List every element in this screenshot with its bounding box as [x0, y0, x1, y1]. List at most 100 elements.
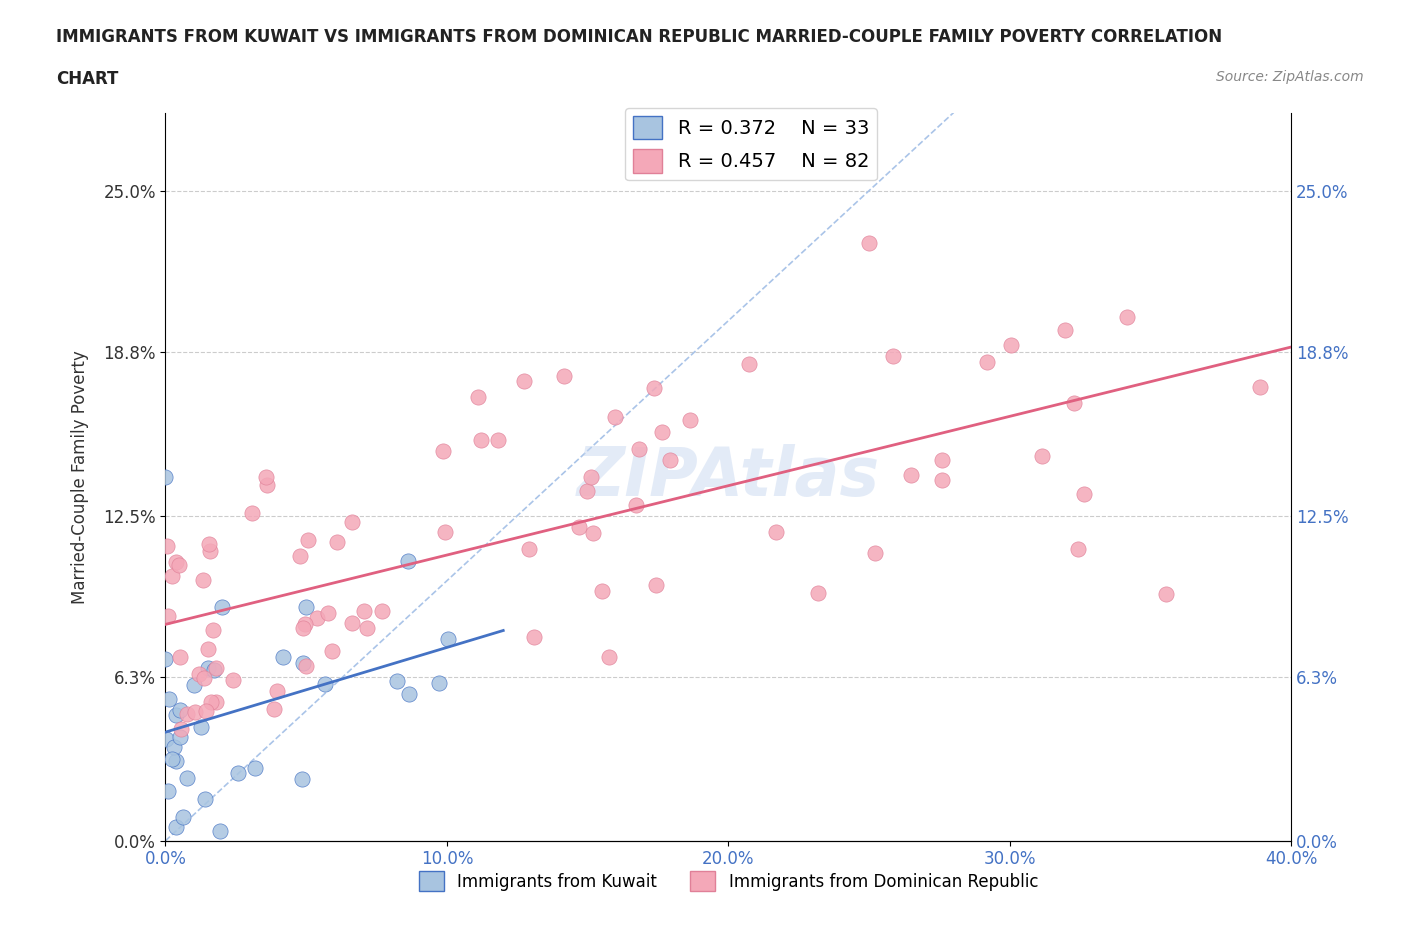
Point [211, 599, 233, 614]
Point [645, 578, 668, 592]
Point [169, 649, 191, 664]
Point [240, 506, 263, 521]
Point [598, 649, 620, 664]
Point [340, 514, 363, 529]
Point [176, 707, 198, 722]
Point [437, 631, 460, 646]
Point [863, 546, 886, 561]
Point [165, 708, 187, 723]
Point [398, 686, 420, 701]
Point [202, 622, 225, 637]
Point [157, 692, 180, 707]
Point [222, 672, 245, 687]
Point [204, 660, 226, 675]
Point [202, 663, 225, 678]
Point [160, 568, 183, 583]
Point [198, 537, 221, 551]
Text: ZIPAtlas: ZIPAtlas [576, 444, 880, 510]
Point [169, 729, 191, 744]
Text: IMMIGRANTS FROM KUWAIT VS IMMIGRANTS FROM DOMINICAN REPUBLIC MARRIED-COUPLE FAMI: IMMIGRANTS FROM KUWAIT VS IMMIGRANTS FRO… [56, 28, 1222, 46]
Legend: R = 0.372    N = 33, R = 0.457    N = 82: R = 0.372 N = 33, R = 0.457 N = 82 [626, 108, 877, 180]
Point [200, 695, 222, 710]
Point [155, 732, 177, 747]
Point [513, 373, 536, 388]
Point [353, 604, 375, 618]
Point [295, 658, 318, 673]
Point [191, 572, 214, 587]
Point [627, 441, 650, 456]
Point [434, 525, 457, 539]
Point [1000, 338, 1022, 352]
Point [266, 684, 288, 698]
Point [271, 649, 294, 664]
Point [658, 453, 681, 468]
Point [738, 357, 761, 372]
Point [882, 349, 904, 364]
Point [467, 390, 489, 405]
Point [157, 783, 180, 798]
Point [256, 478, 278, 493]
Point [603, 409, 626, 424]
Point [187, 667, 209, 682]
Point [155, 470, 177, 485]
Point [176, 771, 198, 786]
Point [432, 444, 454, 458]
Point [624, 498, 647, 512]
Point [183, 705, 205, 720]
Point [198, 544, 221, 559]
Point [165, 555, 187, 570]
Point [579, 470, 602, 485]
Point [292, 620, 315, 635]
Point [523, 630, 546, 644]
Point [1249, 379, 1271, 394]
Point [576, 484, 599, 498]
Point [163, 739, 186, 754]
Point [356, 620, 378, 635]
Point [243, 760, 266, 775]
Point [193, 671, 215, 685]
Point [900, 468, 922, 483]
Point [325, 534, 347, 549]
Point [197, 661, 219, 676]
Point [582, 525, 605, 540]
Point [568, 519, 591, 534]
Point [553, 368, 575, 383]
Point [931, 472, 953, 487]
Point [172, 810, 194, 825]
Point [305, 611, 328, 626]
Point [427, 676, 450, 691]
Point [1073, 486, 1095, 501]
Point [1031, 448, 1053, 463]
Point [321, 644, 343, 658]
Point [292, 655, 315, 670]
Point [591, 583, 613, 598]
Point [291, 772, 314, 787]
Point [167, 558, 190, 573]
Point [858, 235, 880, 250]
Point [254, 470, 277, 485]
Point [1116, 310, 1139, 325]
Point [976, 354, 998, 369]
Point [197, 642, 219, 657]
Point [156, 608, 179, 623]
Point [183, 677, 205, 692]
Point [165, 819, 187, 834]
Point [288, 548, 311, 563]
Point [165, 753, 187, 768]
Point [1054, 323, 1077, 338]
Point [807, 585, 830, 600]
Point [340, 616, 363, 631]
Point [208, 824, 231, 839]
Text: CHART: CHART [56, 70, 118, 87]
Point [318, 606, 340, 621]
Point [651, 424, 673, 439]
Point [314, 676, 336, 691]
Point [194, 792, 217, 807]
Point [486, 432, 509, 447]
Point [205, 695, 228, 710]
Point [470, 432, 492, 447]
Point [1063, 395, 1085, 410]
Point [643, 381, 665, 396]
Point [765, 525, 787, 539]
Point [194, 704, 217, 719]
